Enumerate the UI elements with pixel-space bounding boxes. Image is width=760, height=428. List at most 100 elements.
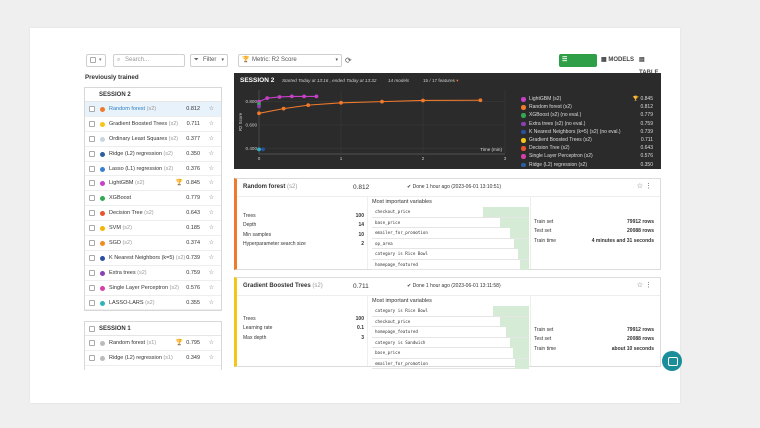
- star-icon[interactable]: ☆: [208, 150, 214, 157]
- checkbox[interactable]: [89, 210, 95, 217]
- param-name: Trees: [243, 213, 256, 219]
- checkbox[interactable]: [89, 135, 95, 142]
- select-all-checkbox[interactable]: ▾: [86, 54, 106, 67]
- search-input[interactable]: ⌕ Search...: [113, 54, 185, 67]
- list-item[interactable]: K Nearest Neighbors (k=5) (s2) 0.739 ☆: [85, 251, 221, 266]
- legend-value: 0.711: [640, 137, 653, 143]
- star-icon[interactable]: ☆: [208, 165, 214, 172]
- star-icon[interactable]: ☆: [208, 340, 214, 346]
- list-item[interactable]: Single Layer Perceptron (s2) 0.576 ☆: [85, 281, 221, 296]
- legend-item[interactable]: Single Layer Perceptron (s2) 0.576: [521, 153, 653, 160]
- legend-item[interactable]: K Nearest Neighbors (k=5) (s2) (no eval.…: [521, 129, 653, 136]
- model-score: 0.377: [186, 135, 200, 142]
- sessions-tab[interactable]: ☰ SESSIONS: [559, 54, 597, 76]
- list-item[interactable]: Random forest (s2) 0.812 ☆: [85, 102, 221, 117]
- session-2-header[interactable]: SESSION 2: [85, 88, 221, 102]
- checkbox[interactable]: [89, 225, 95, 232]
- star-icon[interactable]: ☆: [636, 282, 645, 289]
- list-item[interactable]: Lasso (L1) regression (s2) 0.376 ☆: [85, 162, 221, 177]
- checkbox[interactable]: [89, 106, 95, 112]
- feature-row: base_price: [372, 217, 529, 228]
- chat-button[interactable]: [662, 351, 682, 371]
- models-tab[interactable]: ▦ MODELS: [601, 54, 635, 67]
- star-icon[interactable]: ☆: [208, 269, 214, 276]
- table-tab[interactable]: ▤ TABLE: [639, 54, 665, 76]
- y-tick-label: 0.400: [246, 146, 258, 151]
- checkbox[interactable]: [89, 340, 95, 346]
- more-icon[interactable]: ⋮: [645, 183, 652, 190]
- features-select[interactable]: 15 / 17 features ▾: [423, 78, 459, 84]
- checkbox[interactable]: [89, 354, 95, 361]
- legend-item[interactable]: Ridge (L2) regression (s2) 0.350: [521, 162, 653, 169]
- list-item[interactable]: Ridge (L2) regression (s1) 0.349 ☆: [85, 351, 221, 366]
- chart-title: SESSION 2: [240, 77, 275, 84]
- star-icon[interactable]: ☆: [208, 120, 214, 127]
- checkbox[interactable]: [89, 240, 95, 247]
- star-icon[interactable]: ☆: [208, 299, 214, 306]
- checkbox[interactable]: [89, 195, 95, 202]
- star-icon[interactable]: ☆: [208, 354, 214, 361]
- list-icon: ☰: [562, 57, 568, 63]
- list-item[interactable]: SVM (s2) 0.185 ☆: [85, 221, 221, 237]
- train-info-row: Train set 79912 rows: [534, 219, 654, 225]
- feature-name: base_price: [375, 219, 401, 225]
- checkbox[interactable]: [89, 165, 95, 172]
- star-icon[interactable]: ☆: [208, 195, 214, 202]
- list-item[interactable]: XGBoost 0.779 ☆: [85, 191, 221, 207]
- legend-item[interactable]: LightGBM (s2) 🏆 0.845: [521, 96, 653, 103]
- legend-dot: [521, 105, 526, 110]
- legend-item[interactable]: Extra trees (s2) (no eval.) 0.759: [521, 121, 653, 128]
- legend-item[interactable]: Random forest (s2) 0.812: [521, 104, 653, 111]
- list-item[interactable]: Gradient Boosted Trees (s2) 0.711 ☆: [85, 117, 221, 132]
- checkbox[interactable]: [89, 299, 95, 306]
- list-item[interactable]: SGD (s2) 0.374 ☆: [85, 236, 221, 251]
- feature-bar: [519, 259, 529, 270]
- star-icon[interactable]: ☆: [208, 210, 214, 217]
- legend-value: 0.643: [640, 145, 653, 152]
- filter-button[interactable]: ⏷ Filter ▾: [190, 54, 228, 67]
- list-item[interactable]: LASSO-LARS (s2) 0.355 ☆: [85, 296, 221, 311]
- checkbox[interactable]: [89, 254, 95, 261]
- star-icon[interactable]: ☆: [208, 180, 214, 187]
- checkbox[interactable]: [89, 269, 95, 276]
- checkbox[interactable]: [89, 284, 95, 291]
- refresh-icon[interactable]: ⟳: [345, 56, 352, 65]
- legend-item[interactable]: XGBoost (s2) (no eval.) 0.779: [521, 112, 653, 119]
- list-item[interactable]: Decision Tree (s2) 0.643 ☆: [85, 206, 221, 222]
- star-icon[interactable]: ☆: [208, 225, 214, 232]
- search-placeholder: Search...: [125, 57, 150, 63]
- list-item[interactable]: Extra trees (s2) 0.759 ☆: [85, 266, 221, 281]
- list-item[interactable]: Ridge (L2) regression (s2) 0.350 ☆: [85, 147, 221, 162]
- legend-item[interactable]: Gradient Boosted Trees (s2) 0.711: [521, 137, 653, 144]
- legend-value: 🏆 0.845: [632, 96, 653, 102]
- model-color-dot: [100, 355, 105, 361]
- models-label: MODELS: [608, 57, 635, 63]
- legend-item[interactable]: Decision Tree (s2) 0.643: [521, 145, 653, 152]
- checkbox[interactable]: [89, 180, 95, 187]
- x-axis-label: Time (min): [480, 147, 502, 152]
- model-name: K Nearest Neighbors (k=5) (s2): [109, 254, 186, 261]
- star-icon[interactable]: ☆: [208, 106, 214, 112]
- metric-select[interactable]: 🏆 Metric: R2 Score ▾: [238, 54, 342, 67]
- list-item[interactable]: Random forest (s1) 🏆 0.795 ☆: [85, 336, 221, 351]
- list-item[interactable]: Ordinary Least Squares (s2) 0.377 ☆: [85, 132, 221, 147]
- star-icon[interactable]: ☆: [208, 135, 214, 142]
- train-info-value: 4 minutes and 31 seconds: [591, 237, 654, 244]
- star-icon[interactable]: ☆: [208, 284, 214, 291]
- star-icon[interactable]: ☆: [208, 254, 214, 261]
- model-suffix: (s2): [168, 135, 179, 142]
- checkbox[interactable]: [89, 120, 95, 127]
- model-color-dot: [100, 211, 105, 217]
- list-item[interactable]: LightGBM (s2) 🏆 0.845 ☆: [85, 176, 221, 192]
- model-score: 0.711: [353, 283, 369, 290]
- star-icon[interactable]: ☆: [636, 183, 645, 190]
- checkbox[interactable]: [89, 150, 95, 157]
- feature-name: base_price: [375, 350, 401, 355]
- param-row: Min samples 10: [243, 232, 364, 238]
- session-1-header[interactable]: SESSION 1: [85, 322, 221, 336]
- more-icon[interactable]: ⋮: [645, 282, 652, 289]
- checkbox[interactable]: [89, 326, 95, 332]
- feature-bar: [515, 358, 529, 369]
- param-name: Min samples: [243, 231, 272, 238]
- star-icon[interactable]: ☆: [208, 240, 214, 247]
